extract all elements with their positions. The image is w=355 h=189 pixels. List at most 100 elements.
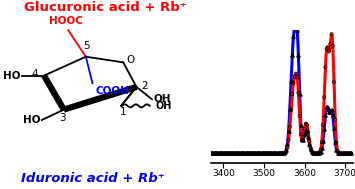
Point bbox=[335, 149, 340, 152]
Point bbox=[291, 81, 296, 84]
Text: OH: OH bbox=[154, 94, 171, 104]
Point bbox=[342, 152, 348, 155]
Point bbox=[280, 152, 285, 155]
Text: O: O bbox=[127, 55, 135, 64]
Point bbox=[339, 152, 344, 155]
Point bbox=[271, 152, 277, 155]
Point bbox=[224, 152, 230, 155]
Point bbox=[312, 152, 317, 155]
Point bbox=[228, 152, 234, 155]
Point bbox=[225, 152, 231, 155]
Point bbox=[323, 66, 328, 69]
Point bbox=[345, 152, 350, 155]
Point bbox=[239, 152, 245, 155]
Point bbox=[272, 152, 278, 155]
Point bbox=[297, 114, 302, 117]
Text: OH: OH bbox=[155, 101, 171, 111]
Text: 4: 4 bbox=[31, 69, 38, 79]
Point bbox=[272, 152, 278, 155]
Point bbox=[209, 152, 215, 155]
Text: 1: 1 bbox=[120, 108, 126, 117]
Point bbox=[268, 152, 274, 155]
Text: 3: 3 bbox=[59, 113, 66, 122]
Point bbox=[253, 152, 258, 155]
Point bbox=[323, 114, 328, 117]
Point bbox=[320, 123, 326, 126]
Point bbox=[320, 139, 326, 142]
Point bbox=[318, 150, 323, 153]
Point bbox=[235, 152, 241, 155]
Point bbox=[270, 152, 275, 155]
Point bbox=[280, 152, 285, 155]
Point bbox=[255, 152, 261, 155]
Point bbox=[331, 127, 337, 130]
Point bbox=[340, 152, 345, 155]
Point bbox=[337, 152, 343, 155]
Point bbox=[300, 136, 306, 139]
Point bbox=[284, 142, 290, 145]
Point bbox=[273, 152, 279, 155]
Text: 5: 5 bbox=[84, 41, 90, 51]
Point bbox=[249, 152, 255, 155]
Point bbox=[293, 72, 299, 75]
Point bbox=[241, 152, 247, 155]
Point bbox=[296, 54, 301, 57]
Point bbox=[325, 106, 331, 109]
Point bbox=[213, 152, 219, 155]
Point bbox=[219, 152, 225, 155]
Point bbox=[331, 81, 337, 84]
Point bbox=[234, 152, 240, 155]
Point bbox=[281, 152, 286, 155]
Text: 2: 2 bbox=[141, 81, 147, 91]
Point bbox=[214, 152, 220, 155]
Point bbox=[327, 43, 333, 46]
Point bbox=[217, 152, 223, 155]
Point bbox=[270, 152, 275, 155]
Point bbox=[255, 152, 261, 155]
Point bbox=[312, 152, 317, 155]
Point bbox=[315, 152, 321, 155]
Point bbox=[307, 140, 312, 143]
Point bbox=[319, 141, 324, 144]
Point bbox=[314, 152, 320, 155]
Point bbox=[240, 152, 246, 155]
Point bbox=[324, 106, 329, 109]
Point bbox=[265, 152, 271, 155]
Point bbox=[283, 149, 289, 152]
Point bbox=[219, 152, 225, 155]
Point bbox=[294, 76, 300, 79]
Point bbox=[283, 150, 289, 153]
Point bbox=[287, 108, 293, 111]
Point bbox=[241, 152, 247, 155]
Point bbox=[347, 152, 353, 155]
Point bbox=[260, 152, 266, 155]
Point bbox=[254, 152, 260, 155]
Point bbox=[297, 92, 302, 95]
Point bbox=[262, 152, 268, 155]
Point bbox=[245, 152, 251, 155]
Point bbox=[218, 152, 224, 155]
Point bbox=[238, 152, 244, 155]
Point bbox=[217, 152, 223, 155]
Point bbox=[330, 44, 335, 47]
Point bbox=[267, 152, 273, 155]
Point bbox=[335, 151, 340, 154]
Point bbox=[266, 152, 272, 155]
Point bbox=[216, 152, 222, 155]
Point bbox=[223, 152, 229, 155]
Point bbox=[232, 152, 237, 155]
Point bbox=[214, 152, 220, 155]
Point bbox=[346, 152, 351, 155]
Point bbox=[229, 152, 235, 155]
Point bbox=[271, 152, 277, 155]
Point bbox=[240, 152, 246, 155]
Point bbox=[299, 139, 305, 142]
Point bbox=[218, 152, 224, 155]
Point bbox=[277, 152, 283, 155]
Point bbox=[223, 152, 229, 155]
Point bbox=[316, 151, 322, 154]
Point bbox=[300, 138, 306, 141]
Point bbox=[267, 152, 273, 155]
Point bbox=[313, 152, 318, 155]
Point bbox=[292, 75, 297, 78]
